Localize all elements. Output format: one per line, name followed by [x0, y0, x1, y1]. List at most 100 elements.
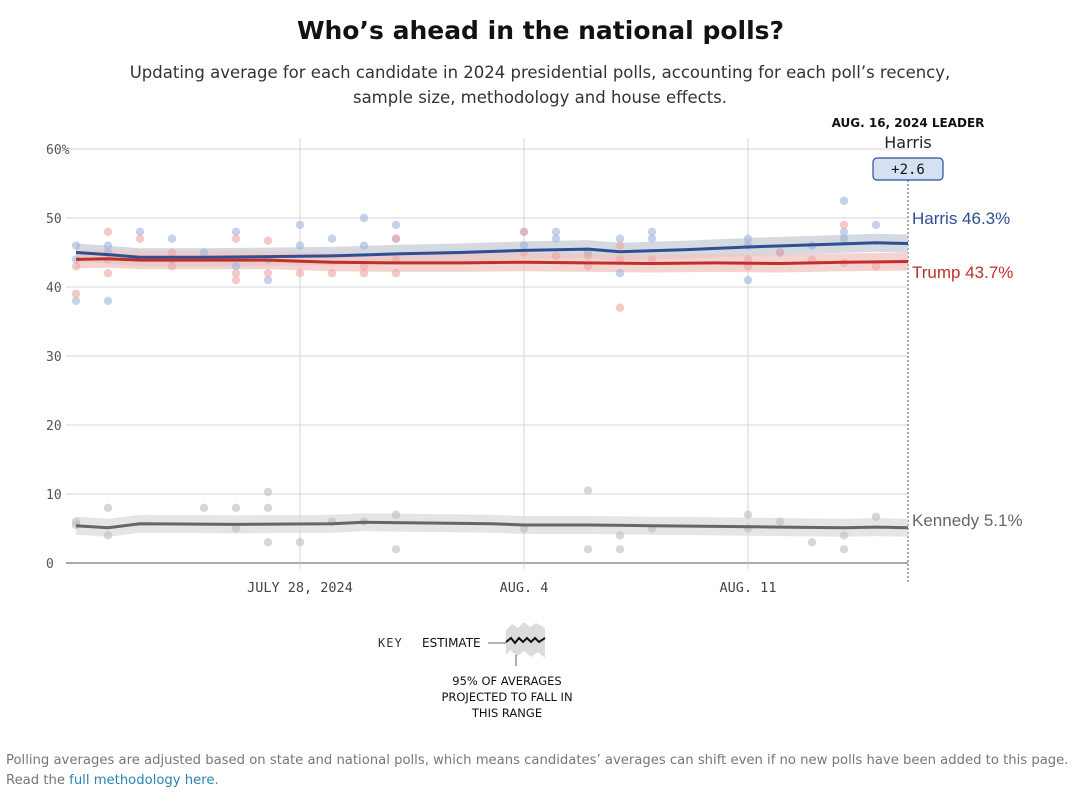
poll-dot-trump: [615, 241, 625, 250]
key-range-line-1: 95% OF AVERAGES: [452, 674, 561, 688]
poll-dot-harris: [871, 220, 881, 230]
poll-dot-kennedy: [807, 538, 817, 547]
poll-dot-kennedy: [103, 531, 113, 540]
poll-dot-harris: [743, 234, 753, 243]
poll-dot-trump: [263, 269, 273, 278]
poll-dot-trump: [839, 220, 849, 230]
poll-dot-kennedy: [775, 517, 785, 526]
poll-dot-trump: [71, 289, 81, 299]
x-tick-label: AUG. 4: [500, 580, 549, 596]
grid-layer: [66, 138, 909, 584]
leader-name: Harris: [884, 133, 932, 152]
poll-dot-harris: [839, 234, 849, 243]
poll-dot-kennedy: [263, 538, 273, 547]
poll-dot-kennedy: [583, 486, 593, 495]
polling-chart: 0 10 20 30 40 50 60% JULY 28, 2024 AUG. 4 AUG. 11…: [46, 116, 1023, 720]
poll-dot-harris: [551, 234, 561, 243]
poll-dot-harris: [615, 234, 625, 243]
poll-dot-trump: [551, 251, 561, 261]
poll-dot-harris: [839, 227, 849, 236]
end-label-harris: Harris 46.3%: [912, 209, 1010, 228]
footnote-text: Polling averages are adjusted based on s…: [6, 753, 1069, 788]
key-range-line-3: THIS RANGE: [471, 706, 542, 720]
poll-dot-kennedy: [615, 545, 625, 554]
y-tick-label: 20: [46, 419, 62, 434]
poll-dot-kennedy: [743, 510, 753, 519]
poll-dot-harris: [263, 275, 273, 285]
poll-dot-trump: [103, 269, 113, 278]
poll-dot-kennedy: [263, 487, 273, 497]
poll-dot-kennedy: [839, 545, 849, 554]
poll-dot-kennedy: [231, 503, 241, 512]
poll-dot-trump: [167, 262, 177, 271]
poll-dot-trump: [359, 262, 369, 271]
line-trump: [75, 257, 909, 265]
poll-dot-trump: [359, 269, 369, 278]
chart-subtitle: Updating average for each candidate in 2…: [120, 60, 960, 110]
key-range-line-2: PROJECTED TO FALL IN: [441, 690, 572, 704]
poll-dot-kennedy: [199, 503, 209, 512]
methodology-link[interactable]: full methodology here: [69, 773, 215, 788]
y-tick-label: 50: [46, 212, 62, 227]
y-tick-label: 60%: [46, 143, 70, 158]
end-label-kennedy: Kennedy 5.1%: [912, 511, 1023, 530]
poll-dot-harris: [839, 196, 849, 205]
poll-dot-trump: [743, 255, 753, 264]
poll-dot-harris: [295, 241, 305, 250]
line-kennedy: [75, 520, 909, 530]
poll-dot-trump: [775, 248, 785, 257]
poll-dot-harris: [359, 213, 369, 223]
poll-dot-trump: [295, 269, 305, 278]
poll-dot-trump: [231, 234, 241, 243]
key-estimate-label: ESTIMATE: [422, 636, 481, 650]
poll-dot-trump: [135, 234, 145, 243]
poll-dot-harris: [359, 241, 369, 250]
x-tick-label: AUG. 11: [720, 580, 777, 596]
poll-dot-trump: [263, 236, 273, 245]
poll-dot-trump: [647, 255, 657, 264]
poll-dot-harris: [231, 227, 241, 236]
poll-dot-harris: [231, 262, 241, 271]
footnote-end: .: [214, 773, 219, 788]
end-label-trump: Trump 43.7%: [912, 263, 1013, 282]
key-estimate-swatch: [505, 636, 546, 645]
chart-labels: 0 10 20 30 40 50 60% JULY 28, 2024 AUG. 4 AUG. 11…: [46, 143, 1023, 596]
poll-dot-trump: [615, 255, 625, 264]
poll-dot-trump: [327, 269, 337, 278]
poll-dot-harris: [327, 234, 337, 243]
poll-dot-harris: [391, 220, 401, 230]
poll-dot-harris: [71, 296, 81, 305]
leader-margin: +2.6: [891, 162, 925, 178]
poll-dot-harris: [71, 241, 81, 250]
poll-dot-kennedy: [391, 510, 401, 519]
poll-dot-trump: [71, 262, 81, 271]
subtitle-line-1: Updating average for each candidate in 2…: [129, 63, 951, 82]
poll-dot-kennedy: [263, 503, 273, 512]
confidence-bands: [76, 233, 908, 537]
chart-key: KEY ESTIMATE 95% OF AVERAGES PROJECTED T…: [378, 622, 573, 720]
poll-dot-harris: [135, 227, 145, 236]
poll-dot-harris: [551, 227, 561, 236]
chart-title: Who’s ahead in the national polls?: [296, 16, 785, 45]
poll-dot-harris: [519, 241, 529, 250]
poll-dot-kennedy: [391, 545, 401, 554]
poll-dot-trump: [871, 262, 881, 271]
poll-dot-harris: [615, 269, 625, 278]
subtitle-line-2: sample size, methodology and house effec…: [352, 88, 728, 107]
footnote: Polling averages are adjusted based on s…: [6, 751, 1081, 791]
poll-dot-trump: [519, 227, 529, 236]
y-tick-label: 30: [46, 350, 62, 365]
poll-dot-trump: [391, 269, 401, 278]
poll-dot-trump: [231, 269, 241, 278]
poll-dot-kennedy: [231, 524, 241, 533]
poll-dot-kennedy: [871, 512, 881, 521]
average-lines: [75, 241, 909, 530]
poll-dot-kennedy: [615, 531, 625, 540]
poll-dot-trump: [615, 303, 625, 312]
poll-dot-kennedy: [295, 538, 305, 547]
poll-dot-harris: [295, 220, 305, 230]
poll-dot-trump: [103, 227, 113, 236]
leader-date-label: AUG. 16, 2024 LEADER: [832, 116, 985, 130]
x-tick-label: JULY 28, 2024: [247, 580, 353, 596]
poll-dot-harris: [103, 241, 113, 250]
